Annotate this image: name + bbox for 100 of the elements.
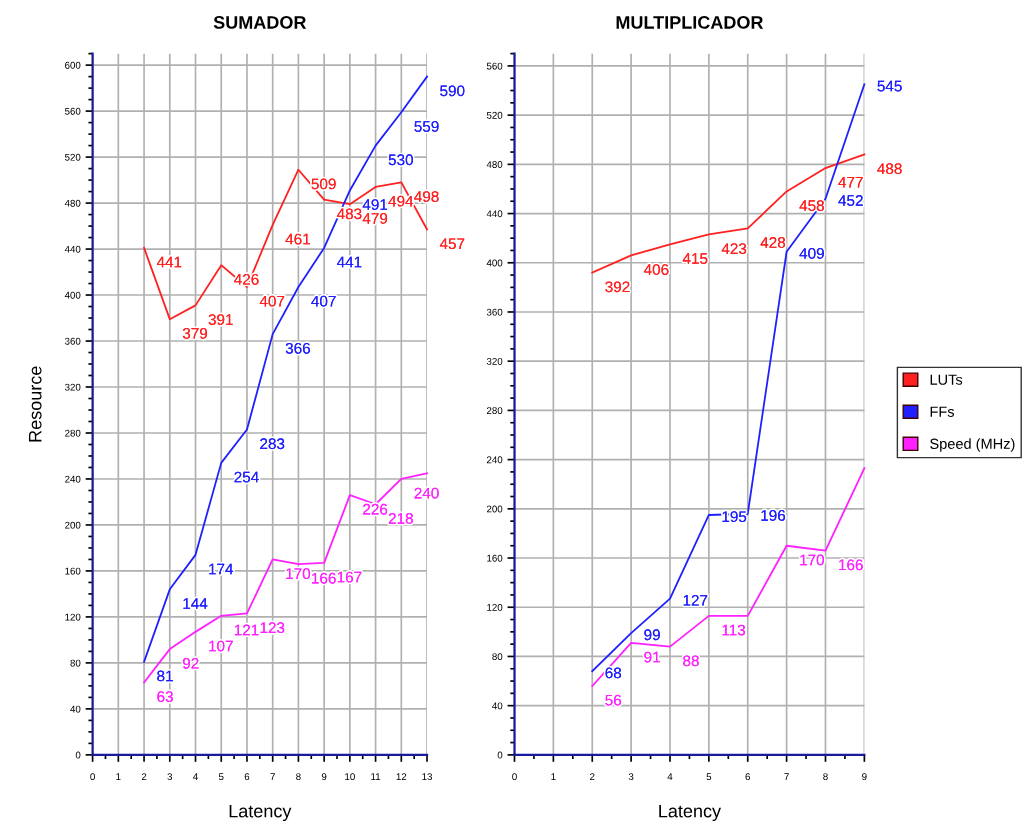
x-tick-label: 9 [321,773,327,781]
data-label: 226 [363,503,388,515]
y-tick-label: 80 [70,659,81,667]
data-label: 428 [760,237,786,248]
y-tick-label: 280 [486,407,503,415]
data-label: 283 [260,438,285,450]
x-tick-label: 8 [823,773,828,781]
data-label: 170 [286,568,311,580]
data-label: 477 [838,176,863,188]
data-label: 379 [182,327,208,339]
y-tick-label: 320 [486,357,503,365]
y-tick-label: 280 [65,429,81,437]
data-label: 174 [209,563,234,575]
x-tick-label: 5 [218,773,224,781]
y-axis-title: Resource [28,366,42,442]
data-label: 88 [683,655,699,667]
y-tick-label: 560 [486,62,503,70]
data-label: 254 [234,471,259,483]
data-label: 91 [644,651,660,663]
data-label: 167 [337,571,362,583]
chart-title: SUMADOR [213,16,307,29]
y-tick-label: 0 [497,751,503,759]
data-label: 457 [439,238,465,250]
data-label: 81 [157,670,173,682]
x-tick-label: 7 [784,773,789,780]
y-tick-label: 400 [64,291,81,299]
chart-title: MULTIPLICADOR [616,16,764,29]
data-label: 144 [183,598,208,609]
y-tick-label: 480 [486,161,503,168]
y-tick-label: 520 [64,153,81,161]
data-label: 491 [362,199,388,211]
data-label: 590 [440,85,465,97]
data-label: 461 [285,233,310,245]
data-label: 391 [208,314,233,325]
x-tick-label: 2 [590,773,595,780]
x-tick-label: 7 [270,773,275,780]
data-label: 530 [388,154,413,166]
x-tick-label: 3 [167,773,173,781]
legend-label: FFs [930,406,955,417]
data-label: 441 [156,256,182,268]
data-label: 545 [877,80,902,92]
y-tick-label: 440 [64,245,81,253]
data-label: 407 [311,295,336,307]
y-tick-label: 40 [70,705,81,713]
data-label: 170 [800,554,825,566]
x-axis-title: Latency [659,804,722,822]
y-tick-label: 40 [492,702,503,710]
y-tick-label: 360 [486,308,503,316]
y-tick-label: 120 [487,603,503,611]
y-tick-label: 400 [486,259,503,267]
legend-label: Speed (MHz) [930,438,1015,452]
data-label: 415 [682,253,708,264]
y-tick-label: 600 [65,61,81,69]
line-series [591,153,866,274]
y-tick-label: 240 [65,475,81,483]
data-label: 498 [414,191,439,202]
data-label: 559 [414,121,439,132]
x-tick-label: 11 [371,773,381,780]
data-label: 488 [877,163,902,175]
data-label: 423 [721,243,747,255]
x-tick-label: 0 [512,773,517,781]
y-tick-label: 160 [65,567,81,575]
data-label: 56 [605,694,622,706]
x-tick-label: 9 [862,773,867,781]
data-label: 392 [605,281,630,293]
data-label: 113 [722,624,746,636]
y-tick-label: 440 [486,210,503,218]
data-label: 452 [838,195,863,206]
data-label: 218 [388,513,413,524]
x-tick-label: 2 [141,773,147,780]
data-label: 196 [761,510,786,521]
data-label: 92 [183,657,199,669]
line-series [591,467,866,687]
data-label: 441 [336,256,362,268]
data-label: 99 [644,629,660,641]
data-label: 166 [839,559,863,571]
x-tick-label: 13 [422,773,433,781]
x-tick-label: 1 [116,773,121,780]
x-tick-label: 6 [745,773,751,781]
x-tick-label: 4 [193,773,198,780]
y-tick-label: 240 [486,456,503,464]
data-label: 127 [683,594,708,606]
x-tick-label: 5 [706,773,712,781]
data-label: 166 [312,572,336,584]
x-tick-label: 3 [628,773,634,781]
data-label: 63 [157,691,173,703]
x-tick-label: 8 [296,773,301,781]
y-tick-label: 200 [65,521,81,529]
data-label: 68 [605,667,622,679]
data-label: 406 [643,264,669,275]
y-tick-label: 520 [486,111,503,119]
y-tick-label: 480 [64,199,81,207]
data-label: 123 [260,622,285,634]
data-label: 121 [234,624,259,636]
data-label: 240 [414,487,439,499]
x-tick-label: 0 [90,773,95,781]
y-tick-label: 80 [492,653,503,661]
y-tick-label: 320 [64,383,81,391]
x-axis-title: Latency [229,804,292,822]
legend-label: LUTs [930,374,963,385]
